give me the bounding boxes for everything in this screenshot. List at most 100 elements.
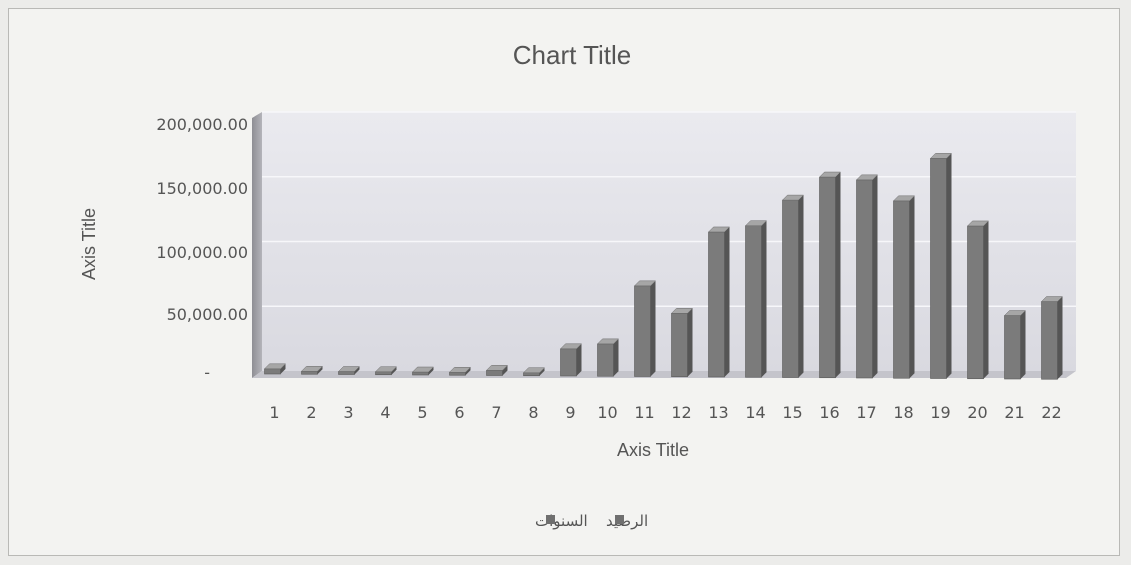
bar: [411, 366, 435, 376]
bar-top: [707, 226, 731, 233]
bar-side: [983, 220, 989, 379]
x-tick-label: 12: [671, 403, 691, 422]
legend-label: السنوات: [535, 512, 588, 530]
bar-side: [798, 195, 804, 378]
bar-side: [1020, 310, 1026, 379]
bar: [855, 174, 879, 379]
bar-face: [301, 370, 318, 375]
bar-side: [428, 367, 434, 375]
bar-face: [264, 368, 281, 375]
plot-area: [252, 111, 1076, 378]
bar-top: [744, 220, 768, 226]
bar-face: [449, 371, 466, 376]
y-tick-label: 50,000.00: [167, 305, 248, 324]
bars: [263, 153, 1064, 380]
x-axis-title: Axis Title: [617, 440, 689, 460]
x-tick-label: 15: [782, 403, 802, 422]
plot-left-wall: [252, 112, 262, 378]
bar: [929, 153, 953, 379]
bar: [744, 220, 768, 378]
bar-top: [411, 366, 435, 373]
legend: السنوات الرصيد: [535, 512, 648, 530]
bar-top: [781, 194, 805, 201]
bar: [1040, 296, 1064, 380]
bar-side: [946, 153, 952, 379]
bar-top: [263, 363, 287, 370]
bar-top: [929, 153, 953, 159]
bar-top: [300, 366, 324, 372]
bar-side: [465, 367, 471, 376]
bar-top: [485, 365, 509, 371]
bar-face: [486, 370, 503, 376]
bar: [781, 194, 805, 378]
x-tick-label: 6: [454, 403, 464, 422]
bar: [448, 367, 472, 376]
bar: [559, 343, 583, 377]
bar: [522, 367, 546, 377]
bar-top: [670, 308, 694, 314]
bar-face: [967, 225, 984, 380]
bar-face: [338, 371, 355, 375]
bar: [892, 195, 916, 379]
bar-top: [818, 171, 842, 178]
x-tick-label: 5: [417, 403, 427, 422]
chart-title: Chart Title: [513, 40, 632, 70]
bar-top: [522, 367, 546, 373]
bar: [707, 226, 731, 378]
bar-top: [374, 366, 398, 372]
bar-side: [909, 195, 915, 379]
bar-side: [317, 366, 323, 375]
legend-swatch: [546, 515, 555, 524]
legend-label: الرصيد: [606, 512, 648, 530]
bar: [337, 366, 361, 375]
bar: [966, 220, 990, 380]
bar-side: [761, 220, 767, 378]
bar-face: [1041, 301, 1058, 380]
bar-face: [1004, 315, 1021, 380]
bar-face: [745, 225, 762, 378]
x-tick-label: 9: [565, 403, 575, 422]
x-tick-label: 19: [930, 403, 950, 422]
bar-side: [724, 226, 730, 377]
bar-side: [280, 363, 286, 374]
bar-side: [687, 308, 693, 377]
x-tick-label: 14: [745, 403, 765, 422]
bar: [485, 365, 509, 376]
y-axis-title: Axis Title: [79, 208, 99, 280]
x-tick-label: 3: [343, 403, 353, 422]
bar: [670, 308, 694, 378]
bar-face: [671, 312, 688, 378]
x-tick-label: 22: [1041, 403, 1061, 422]
bar-face: [523, 372, 540, 377]
x-tick-label: 11: [634, 403, 654, 422]
bar: [374, 366, 398, 376]
bar: [1003, 310, 1027, 380]
bar-top: [448, 367, 472, 373]
bar-side: [650, 280, 656, 377]
y-tick-label: -: [204, 363, 210, 382]
x-tick-labels: 1 2 3 4 5 6 7 8 9 10 11 12 13 14 15 16 17 18 19 20 21 22: [269, 403, 1061, 422]
x-tick-label: 18: [893, 403, 913, 422]
bar-top: [559, 343, 583, 350]
bar-face: [634, 285, 651, 377]
bar-top: [892, 195, 916, 202]
x-tick-label: 1: [269, 403, 279, 422]
y-tick-label: 200,000.00: [156, 115, 248, 134]
bar: [633, 280, 657, 377]
bar-top: [966, 220, 990, 227]
bar: [300, 366, 324, 375]
bar-side: [1057, 296, 1063, 380]
x-tick-label: 4: [380, 403, 390, 422]
bar-face: [782, 199, 799, 378]
bar-side: [539, 367, 545, 376]
bar: [263, 363, 287, 375]
bar: [818, 171, 842, 379]
x-tick-label: 7: [491, 403, 501, 422]
x-tick-label: 8: [528, 403, 538, 422]
y-tick-label: 150,000.00: [156, 179, 248, 198]
bar-side: [576, 343, 582, 376]
y-tick-labels: 200,000.00 150,000.00 100,000.00 50,000.…: [156, 115, 248, 382]
bar-top: [633, 280, 657, 287]
bar-top: [1040, 296, 1064, 302]
